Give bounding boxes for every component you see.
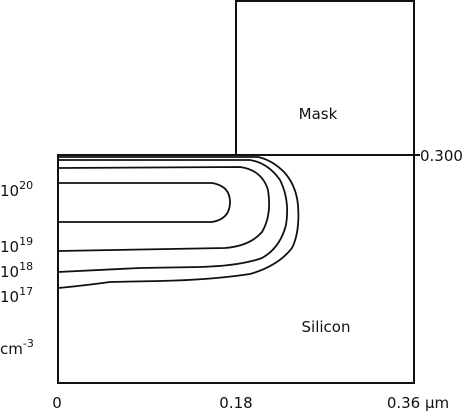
contour-label: 1018 [0,260,33,281]
label-base: 10 [0,182,19,200]
mask-label: Mask [299,105,338,123]
contour-label: 1020 [0,179,33,200]
contour-1e20 [58,182,231,223]
depth-label: 0.300 [420,147,463,165]
label-exponent: 17 [19,285,33,298]
contour-label: 1017 [0,285,33,306]
label-base: 10 [0,288,19,306]
contour-1e19 [57,166,271,252]
unit-label: cm-3 [0,337,34,358]
mask-box [235,0,415,156]
label-base: 10 [0,263,19,281]
x-tick-label: 0.36 μm [387,394,449,412]
label-exponent: -3 [23,337,34,350]
label-exponent: 20 [19,179,33,192]
contour-label: 1019 [0,235,33,256]
silicon-label: Silicon [302,318,351,336]
silicon-box [57,154,415,384]
x-tick-label: 0.18 [219,394,252,412]
contour-1e17 [57,156,300,289]
contour-1e18 [57,159,289,273]
label-base: cm [0,340,23,358]
label-exponent: 19 [19,235,33,248]
label-exponent: 18 [19,260,33,273]
x-tick-label: 0 [52,394,62,412]
label-base: 10 [0,238,19,256]
